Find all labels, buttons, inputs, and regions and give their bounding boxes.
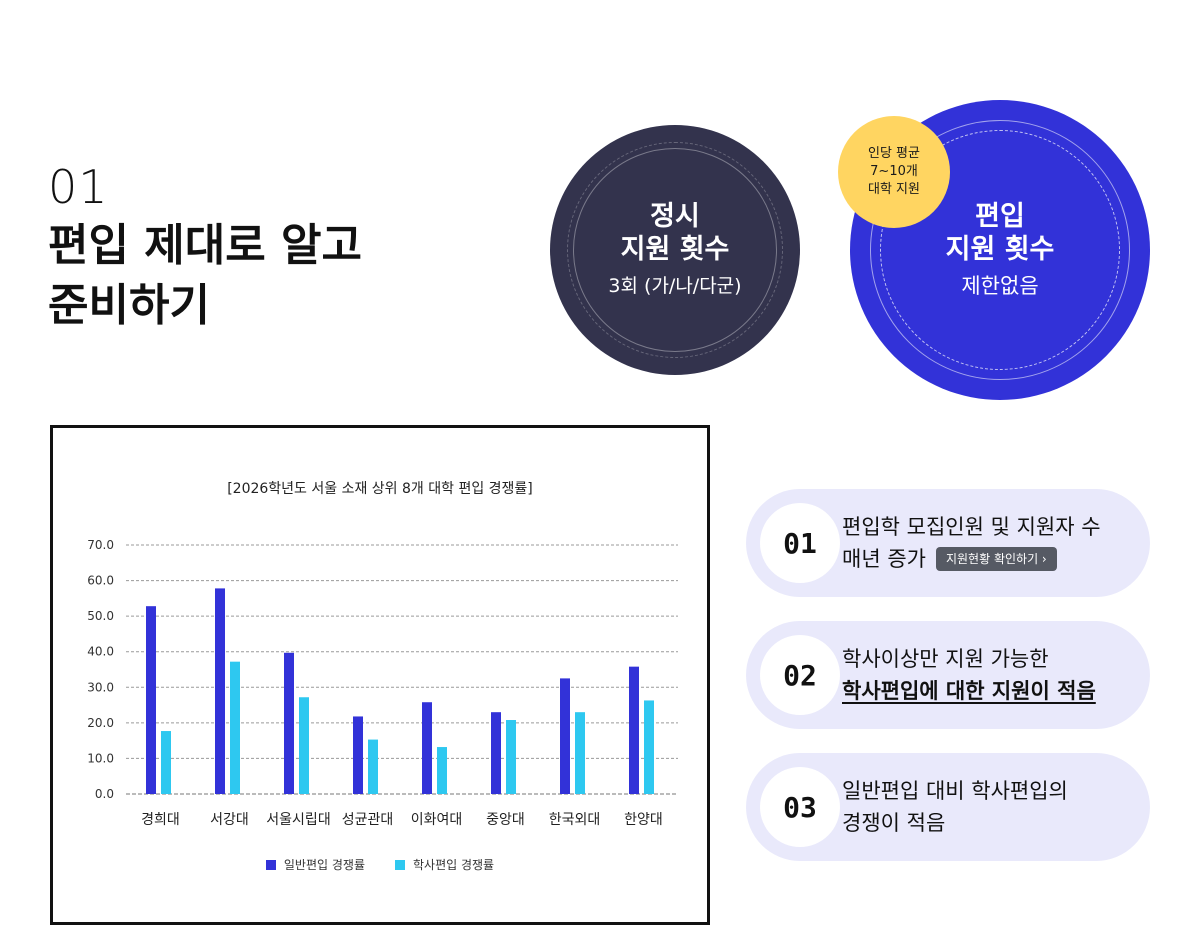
x-tick-label: 서강대 — [210, 812, 249, 828]
regular-circle-title-1: 정시 — [650, 201, 700, 232]
section-heading: 01 편입 제대로 알고 준비하기 — [48, 160, 362, 336]
card-number: 03 — [760, 767, 840, 847]
section-title-line1: 편입 제대로 알고 — [48, 220, 362, 271]
badge-line3: 대학 지원 — [868, 182, 920, 197]
chart-title: [2026학년도 서울 소재 상위 8개 대학 편입 경쟁률] — [227, 481, 533, 497]
y-tick-label: 30.0 — [87, 680, 114, 694]
card-line2: 매년 증가 — [842, 547, 926, 571]
legend-swatch-bachelor — [395, 859, 405, 870]
transfer-circle-title-1: 편입 — [975, 201, 1025, 232]
y-tick-label: 0.0 — [95, 787, 114, 801]
transfer-circle-sub: 제한없음 — [961, 274, 1039, 298]
x-tick-label: 중앙대 — [486, 812, 525, 828]
legend-label-bachelor: 학사편입 경쟁률 — [413, 858, 495, 872]
competition-bar-chart: 0.0 10.0 20.0 30.0 40.0 50.0 60.0 70.0 경희대 서강대 서울시… — [87, 538, 678, 828]
bar-bachelor — [437, 747, 447, 794]
bar-general — [353, 716, 363, 794]
bar-general — [215, 588, 225, 794]
average-applications-badge: 인당 평균 7~10개 대학 지원 — [838, 116, 950, 228]
card-line1: 편입학 모집인원 및 지원자 수 — [842, 515, 1101, 539]
y-tick-label: 20.0 — [87, 716, 114, 730]
legend-swatch-general — [265, 859, 276, 870]
x-tick-label: 한국외대 — [549, 812, 601, 828]
x-tick-label: 성균관대 — [342, 812, 394, 828]
bar-bachelor — [506, 720, 516, 794]
info-card-3: 03 일반편입 대비 학사편입의 경쟁이 적음 — [746, 753, 1150, 861]
y-tick-label: 50.0 — [87, 609, 114, 623]
bar-bachelor — [161, 731, 171, 794]
bar-bachelor — [575, 712, 585, 794]
card-line1: 일반편입 대비 학사편입의 — [842, 779, 1068, 803]
regular-admission-circle: 정시 지원 횟수 3회 (가/나/다군) — [550, 125, 800, 375]
card-text: 편입학 모집인원 및 지원자 수 매년 증가 지원현황 확인하기 › — [842, 489, 1101, 597]
card-number: 02 — [760, 635, 840, 715]
y-tick-label: 40.0 — [87, 645, 114, 659]
card-text: 일반편입 대비 학사편입의 경쟁이 적음 — [842, 753, 1068, 861]
regular-circle-sub: 3회 (가/나/다군) — [608, 275, 742, 297]
bar-general — [629, 666, 639, 794]
badge-line1: 인당 평균 — [868, 146, 920, 161]
bar-bachelor — [230, 661, 240, 794]
x-tick-label: 이화여대 — [411, 812, 463, 828]
bar-bachelor — [299, 697, 309, 794]
section-number: 01 — [48, 160, 109, 214]
card-text: 학사이상만 지원 가능한 학사편입에 대한 지원이 적음 — [842, 621, 1096, 729]
bar-general — [146, 606, 156, 794]
competition-chart-box: [2026학년도 서울 소재 상위 8개 대학 편입 경쟁률] 0.0 10.0 2… — [50, 425, 710, 925]
bar-bachelor — [368, 739, 378, 794]
section-title: 편입 제대로 알고 준비하기 — [48, 216, 362, 336]
info-card-1: 01 편입학 모집인원 및 지원자 수 매년 증가 지원현황 확인하기 › — [746, 489, 1150, 597]
transfer-admission-circle: 편입 지원 횟수 제한없음 — [850, 100, 1150, 400]
transfer-circle-title-2: 지원 횟수 — [945, 234, 1055, 265]
chart-legend: 일반편입 경쟁률 학사편입 경쟁률 — [53, 856, 707, 873]
y-tick-label: 70.0 — [87, 538, 114, 552]
x-tick-label: 한양대 — [624, 812, 663, 828]
bar-general — [422, 702, 432, 794]
card-line2: 경쟁이 적음 — [842, 811, 946, 835]
legend-item-bachelor: 학사편입 경쟁률 — [395, 856, 494, 873]
bar-bachelor — [644, 700, 654, 794]
section-title-line2: 준비하기 — [48, 280, 210, 331]
legend-item-general: 일반편입 경쟁률 — [265, 856, 365, 873]
card-line1: 학사이상만 지원 가능한 — [842, 647, 1049, 671]
card-line2-row: 매년 증가 지원현황 확인하기 › — [842, 543, 1101, 575]
info-card-2: 02 학사이상만 지원 가능한 학사편입에 대한 지원이 적음 — [746, 621, 1150, 729]
card-line2-emphasis: 학사편입에 대한 지원이 적음 — [842, 679, 1096, 703]
y-tick-label: 10.0 — [87, 751, 114, 765]
badge-line2: 7~10개 — [870, 164, 918, 179]
card-number: 01 — [760, 503, 840, 583]
regular-circle-title-2: 지원 횟수 — [620, 234, 730, 265]
x-tick-label: 경희대 — [141, 812, 180, 828]
view-applicants-button[interactable]: 지원현황 확인하기 › — [935, 547, 1057, 571]
legend-label-general: 일반편입 경쟁률 — [283, 858, 365, 872]
bar-general — [491, 712, 501, 794]
x-tick-label: 서울시립대 — [266, 812, 330, 828]
bar-general — [560, 678, 570, 794]
bar-general — [284, 652, 294, 794]
y-tick-label: 60.0 — [87, 574, 114, 588]
